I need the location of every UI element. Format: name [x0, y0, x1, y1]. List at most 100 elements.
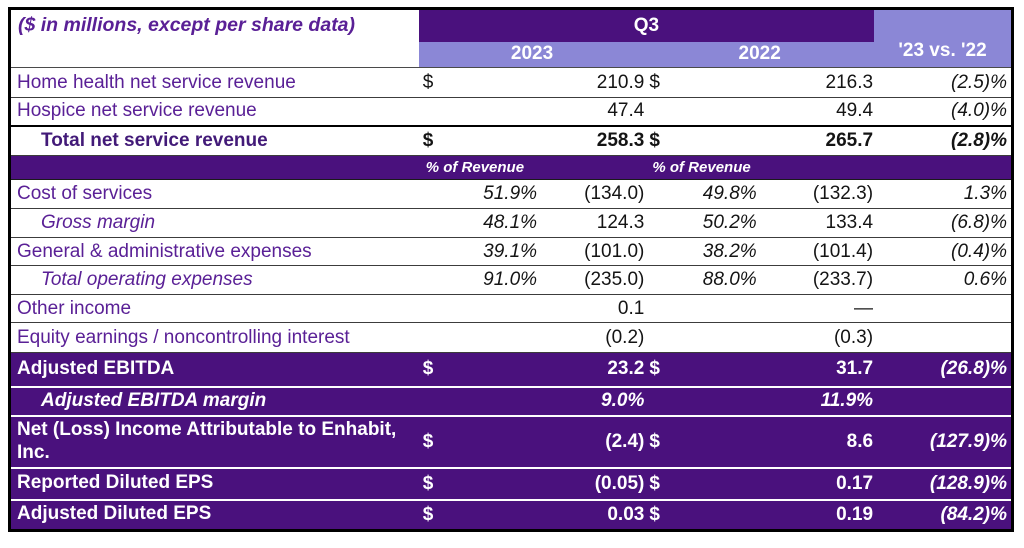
row-label: Net (Loss) Income Attributable to Enhabi… [17, 418, 397, 463]
dollar-sign-2023: $ [422, 71, 434, 93]
pct-of-revenue-2022 [669, 353, 760, 387]
header-row-quarter: ($ in millions, except per share data) Q… [9, 8, 1013, 68]
table-body: Home health net service revenue $210.9 $21… [9, 68, 1013, 531]
dollar-sign-2022: $ [649, 503, 660, 525]
value-2023: (101.0) [584, 240, 645, 262]
row-label: Cost of services [17, 183, 153, 204]
change-value: (0.4)% [951, 240, 1007, 262]
dollar-sign-2023 [419, 387, 443, 416]
pct-of-revenue-2023 [443, 416, 541, 468]
change-value: (26.8)% [940, 358, 1007, 380]
header-row-years: 2023 2022 [9, 41, 1013, 68]
row-label: Other income [17, 297, 132, 319]
table-row: Total operating expenses 91.0% (235.0) 88.0… [9, 266, 1013, 295]
dollar-sign-2023 [419, 209, 443, 238]
dollar-sign-2023 [419, 266, 443, 295]
row-label: Total net service revenue [41, 129, 268, 151]
pct-band-spacer-left [10, 156, 419, 180]
change-value: (4.0)% [951, 100, 1007, 122]
value-2023: 124.3 [596, 212, 645, 233]
value-2023: 9.0% [601, 390, 645, 411]
value-2022: 0.17 [836, 472, 874, 494]
dollar-sign-2022 [645, 323, 669, 353]
row-label: Reported Diluted EPS [17, 472, 214, 494]
change-value: (84.2)% [940, 503, 1007, 525]
table-row: Cost of services 51.9% (134.0) 49.8% (132.3)… [9, 180, 1013, 209]
table-row: Net (Loss) Income Attributable to Enhabi… [9, 415, 1013, 468]
row-label: Adjusted Diluted EPS [17, 503, 212, 525]
row-label: Home health net service revenue [17, 71, 296, 93]
dollar-sign-2023: $ [422, 503, 434, 525]
dollar-sign-2023 [419, 323, 443, 353]
value-2023: 210.9 [596, 71, 645, 93]
dollar-sign-2023 [419, 238, 443, 266]
dollar-sign-2022 [645, 98, 669, 126]
pct-of-revenue-2023 [443, 126, 541, 156]
pct-of-revenue-2023 [443, 353, 541, 387]
value-2022: 133.4 [825, 212, 874, 233]
pct-of-revenue-2023: 51.9% [483, 183, 538, 204]
table-row: Reported Diluted EPS $ (0.05) $0.17 (128.9)% [9, 467, 1013, 500]
pct-of-revenue-2022 [669, 468, 760, 500]
value-2022: (101.4) [812, 240, 874, 262]
pct-of-revenue-2023 [443, 98, 541, 126]
change-value [874, 323, 1012, 353]
change-value: (128.9)% [929, 472, 1007, 494]
pct-of-revenue-2023-label: % of Revenue [425, 159, 525, 176]
quarter-header: Q3 [418, 8, 875, 42]
row-label: Adjusted EBITDA [17, 357, 175, 379]
table-row: General & administrative expenses 39.1% (1… [9, 238, 1013, 266]
value-2022: 216.3 [825, 71, 874, 93]
table-row: Total net service revenue $258.3 $265.7 (2.… [9, 125, 1013, 156]
value-2023: (235.0) [584, 269, 645, 290]
value-2023: 0.03 [607, 503, 645, 525]
pct-of-revenue-2023: 39.1% [483, 240, 538, 262]
change-value: (127.9)% [929, 430, 1007, 452]
dollar-sign-2023: $ [422, 430, 434, 452]
value-2022: — [854, 297, 874, 319]
pct-of-revenue-2022: 49.8% [702, 183, 757, 204]
value-2022: 31.7 [836, 358, 874, 380]
value-2023: (2.4) [605, 430, 645, 452]
value-2022: 0.19 [836, 503, 874, 525]
pct-of-revenue-2022: 50.2% [702, 212, 757, 233]
table-row: Adjusted EBITDA $23.2 $31.7 (26.8)% [9, 352, 1013, 387]
pct-of-revenue-2022 [669, 126, 760, 156]
table-header: ($ in millions, except per share data) Q… [9, 8, 1013, 68]
value-2023: (134.0) [584, 183, 645, 204]
pct-of-revenue-2023: 48.1% [483, 212, 538, 233]
row-label: General & administrative expenses [17, 240, 312, 262]
pct-of-revenue-2022 [669, 295, 760, 323]
pct-of-revenue-2022-label: % of Revenue [652, 159, 751, 176]
row-label: Equity earnings / noncontrolling interes… [17, 326, 350, 348]
dollar-sign-2022: $ [649, 430, 660, 452]
pct-of-revenue-2022 [669, 323, 760, 353]
value-2022: 11.9% [820, 390, 874, 411]
financial-summary-table: ($ in millions, except per share data) Q… [8, 7, 1014, 532]
value-2022: 8.6 [846, 430, 874, 452]
value-2023: 0.1 [617, 297, 645, 319]
dollar-sign-2022: $ [649, 71, 660, 93]
pct-of-revenue-2022 [669, 500, 760, 531]
value-2022: 265.7 [825, 129, 874, 151]
pct-of-revenue-2023 [443, 295, 541, 323]
dollar-sign-2023: $ [422, 129, 434, 151]
value-2022: (0.3) [833, 326, 874, 348]
table-row: Other income 0.1 — [9, 295, 1013, 323]
dollar-sign-2022: $ [649, 472, 660, 494]
pct-of-revenue-2022 [669, 416, 760, 468]
pct-band-spacer-right [874, 156, 1012, 180]
row-label: Gross margin [41, 212, 156, 233]
value-2023: 258.3 [596, 129, 645, 151]
value-2022: (132.3) [812, 183, 874, 204]
change-value [874, 295, 1012, 323]
change-column-header: '23 vs. '22 [874, 8, 1013, 68]
pct-of-revenue-2022: 88.0% [702, 269, 757, 290]
dollar-sign-2022 [645, 266, 669, 295]
dollar-sign-2022: $ [649, 358, 660, 380]
row-label: Hospice net service revenue [17, 100, 257, 122]
dollar-sign-2022 [645, 209, 669, 238]
dollar-sign-2023: $ [422, 472, 434, 494]
pct-of-revenue-2023 [443, 387, 541, 416]
change-value: (2.8)% [951, 129, 1007, 151]
